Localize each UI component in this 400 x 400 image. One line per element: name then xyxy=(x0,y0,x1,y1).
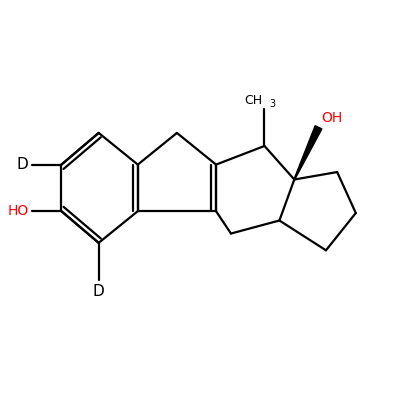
Text: HO: HO xyxy=(7,204,29,218)
Text: 3: 3 xyxy=(269,100,275,110)
Polygon shape xyxy=(294,126,322,180)
Text: D: D xyxy=(17,157,29,172)
Text: D: D xyxy=(93,284,104,299)
Text: CH: CH xyxy=(244,94,263,107)
Text: OH: OH xyxy=(322,112,343,126)
